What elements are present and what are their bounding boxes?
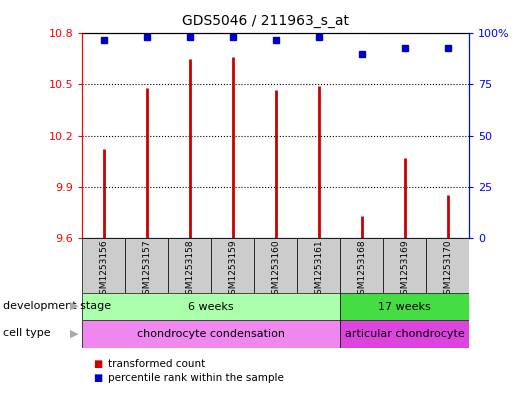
Text: GSM1253157: GSM1253157 <box>142 239 151 300</box>
Text: GSM1253161: GSM1253161 <box>314 239 323 300</box>
Bar <box>426 238 469 293</box>
Bar <box>340 293 469 320</box>
Bar <box>211 238 254 293</box>
Text: GSM1253159: GSM1253159 <box>228 239 237 300</box>
Text: ▶: ▶ <box>70 301 78 311</box>
Bar <box>82 320 340 348</box>
Bar <box>125 238 168 293</box>
Text: ■: ■ <box>93 358 102 369</box>
Bar <box>340 320 469 348</box>
Text: development stage: development stage <box>3 301 111 311</box>
Text: transformed count: transformed count <box>108 358 205 369</box>
Text: chondrocyte condensation: chondrocyte condensation <box>137 329 285 339</box>
Bar <box>254 238 297 293</box>
Text: percentile rank within the sample: percentile rank within the sample <box>108 373 284 383</box>
Bar <box>297 238 340 293</box>
Text: ▶: ▶ <box>70 328 78 338</box>
Text: GSM1253170: GSM1253170 <box>443 239 452 300</box>
Bar <box>82 293 340 320</box>
Text: articular chondrocyte: articular chondrocyte <box>344 329 464 339</box>
Text: GDS5046 / 211963_s_at: GDS5046 / 211963_s_at <box>181 14 349 28</box>
Text: GSM1253158: GSM1253158 <box>185 239 194 300</box>
Text: 6 weeks: 6 weeks <box>188 301 234 312</box>
Text: ■: ■ <box>93 373 102 383</box>
Text: GSM1253168: GSM1253168 <box>357 239 366 300</box>
Text: 17 weeks: 17 weeks <box>378 301 431 312</box>
Text: cell type: cell type <box>3 328 50 338</box>
Bar <box>340 238 383 293</box>
Bar <box>383 238 426 293</box>
Bar <box>168 238 211 293</box>
Text: GSM1253156: GSM1253156 <box>99 239 108 300</box>
Bar <box>82 238 125 293</box>
Text: GSM1253169: GSM1253169 <box>400 239 409 300</box>
Text: GSM1253160: GSM1253160 <box>271 239 280 300</box>
